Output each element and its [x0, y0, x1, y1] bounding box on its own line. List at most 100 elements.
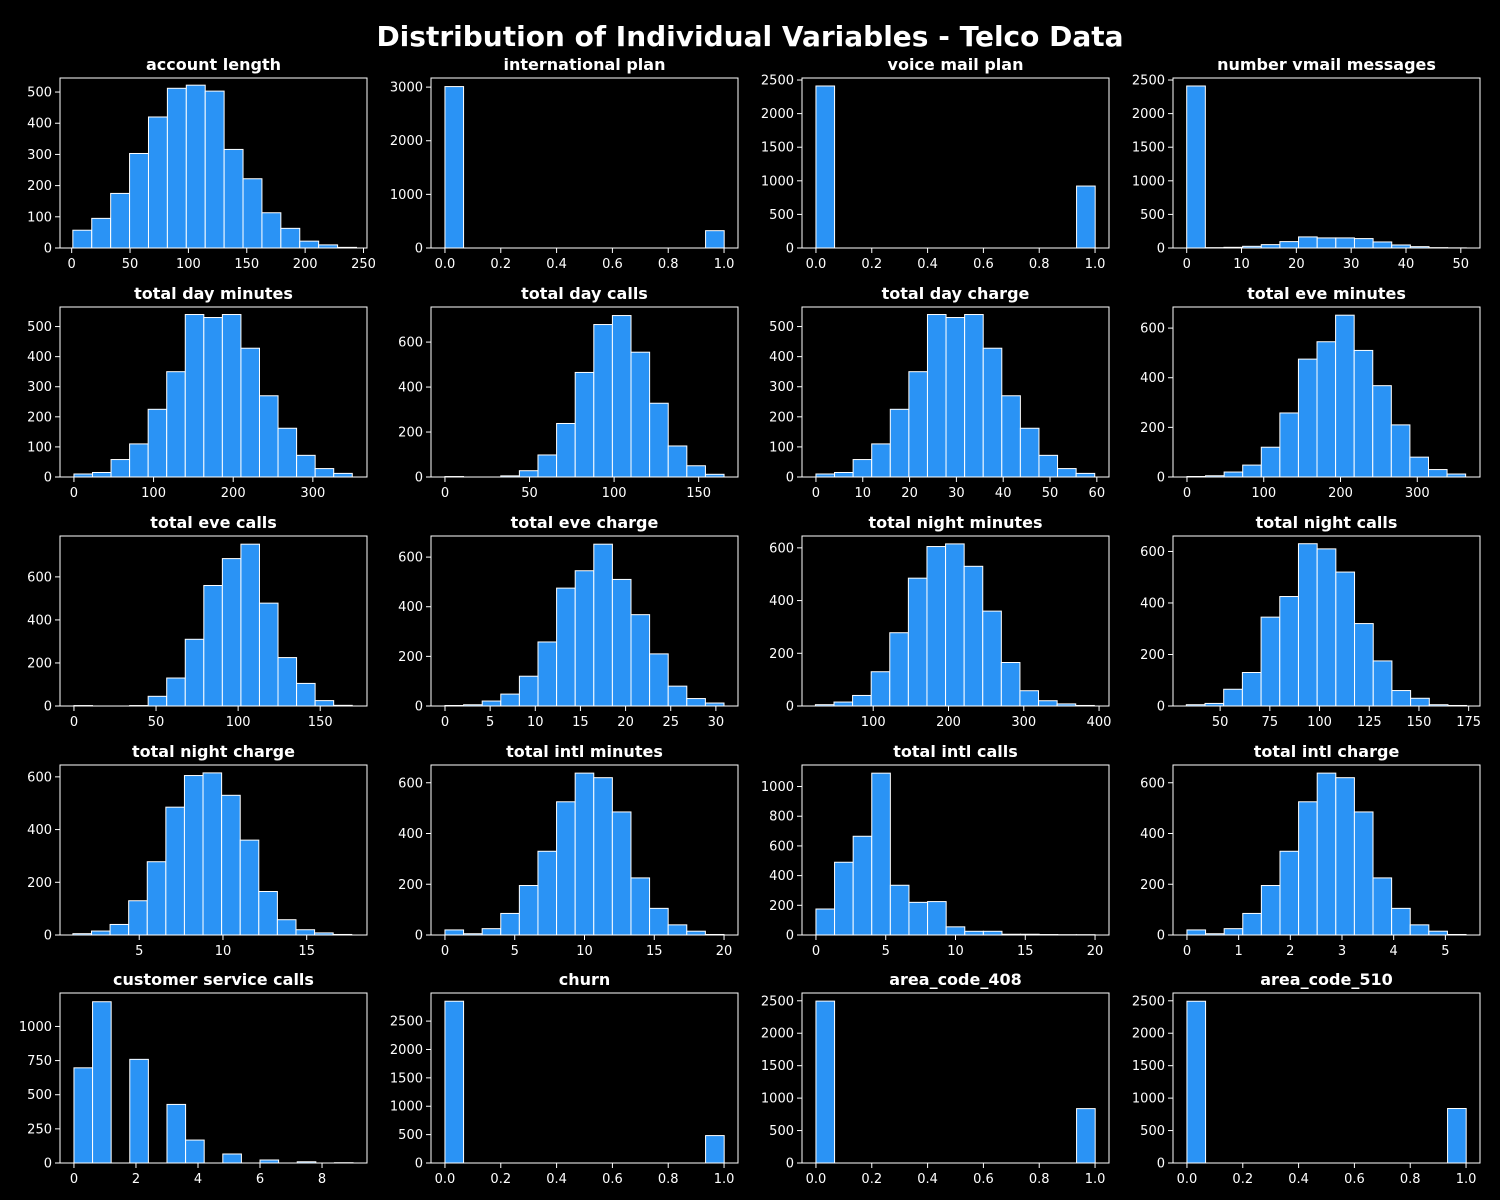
y-tick-label: 200 — [1140, 421, 1165, 436]
histogram-bar — [72, 229, 93, 249]
y-tick-label: 1500 — [761, 1059, 794, 1074]
y-tick-label: 0 — [1157, 929, 1165, 944]
y-tick-label: 2000 — [761, 107, 794, 122]
x-tick-label: 20 — [617, 715, 634, 730]
histogram-panel-4: total day minutes 0 100 200 300 0 100 200 300 400… — [27, 284, 368, 501]
histogram-bar — [204, 90, 225, 249]
x-tick-label: 0 — [70, 1172, 78, 1187]
x-tick-label: 200 — [221, 486, 246, 501]
y-tick-label: 600 — [1140, 322, 1165, 337]
histogram-bar — [927, 901, 947, 936]
axes-frame — [801, 535, 1110, 707]
histogram-bar — [574, 570, 595, 707]
histogram-bar — [833, 701, 854, 707]
y-tick-label: 0 — [415, 242, 423, 257]
histogram-bar — [1447, 1107, 1467, 1164]
y-tick-label: 200 — [1140, 648, 1165, 663]
histogram-bar — [221, 558, 242, 707]
histogram-bar — [1298, 801, 1318, 936]
histogram-bar — [1335, 777, 1355, 936]
histogram-bar — [982, 610, 1002, 707]
y-tick-label: 300 — [27, 148, 52, 163]
y-tick-label: 100 — [27, 440, 52, 455]
histogram-bar — [593, 777, 613, 936]
histogram-bar — [630, 614, 651, 707]
x-tick-label: 300 — [300, 486, 325, 501]
axes-frame — [1172, 77, 1481, 249]
histogram-bar — [649, 653, 669, 707]
histogram-bar — [537, 641, 558, 707]
y-tick-label: 1000 — [1132, 174, 1165, 189]
histogram-bar — [500, 912, 520, 936]
histogram-bar — [242, 178, 263, 249]
histogram-bar — [1335, 237, 1355, 249]
x-tick-label: 40 — [995, 486, 1012, 501]
x-tick-label: 10 — [1233, 257, 1250, 272]
histogram-bar — [129, 1058, 149, 1164]
histogram-bar — [333, 472, 353, 478]
x-tick-label: 1.0 — [714, 1172, 735, 1187]
y-tick-label: 2000 — [1132, 107, 1165, 122]
x-tick-label: 0.6 — [602, 1172, 623, 1187]
axes-frame — [1172, 992, 1481, 1164]
histogram-bar — [110, 459, 131, 478]
y-tick-label: 200 — [27, 876, 52, 891]
histogram-bar — [500, 693, 520, 707]
histogram-bar — [537, 454, 558, 478]
histogram-bar — [1019, 427, 1040, 478]
y-tick-label: 400 — [27, 823, 52, 838]
histogram-bar — [1260, 446, 1281, 478]
x-tick-label: 0.0 — [806, 1172, 827, 1187]
y-tick-label: 400 — [398, 600, 423, 615]
histogram-bar — [593, 543, 613, 707]
histogram-panel-0: account length 0 50 100 150 200 250 0 100 200 300 4… — [27, 55, 376, 272]
histogram-bar — [611, 315, 632, 478]
x-tick-label: 2 — [132, 1172, 140, 1187]
histogram-bar — [295, 929, 316, 936]
histogram-bar — [1000, 662, 1021, 707]
histogram-bar — [1186, 929, 1207, 936]
y-tick-label: 300 — [27, 380, 52, 395]
y-tick-label: 2000 — [761, 1027, 794, 1042]
histogram-bar — [1242, 464, 1262, 478]
histogram-bar — [630, 877, 651, 936]
x-tick-label: 0.6 — [602, 257, 623, 272]
x-tick-label: 50 — [1453, 257, 1470, 272]
histogram-bar — [91, 217, 112, 249]
y-tick-label: 600 — [769, 541, 794, 556]
histogram-bar — [223, 148, 244, 249]
histogram-bar — [481, 928, 502, 936]
y-tick-label: 0 — [1157, 242, 1165, 257]
histogram-panel-6: total day charge 0 10 20 30 40 50 60 0 100 200 300 4… — [769, 284, 1110, 501]
y-tick-label: 0 — [786, 929, 794, 944]
x-tick-label: 0.8 — [658, 1172, 679, 1187]
y-tick-label: 3000 — [390, 81, 423, 96]
axes-frame — [59, 992, 368, 1164]
y-tick-label: 0 — [44, 1157, 52, 1172]
axes-frame — [1172, 764, 1481, 936]
histogram-bar — [1427, 469, 1448, 478]
y-tick-label: 2500 — [761, 994, 794, 1009]
y-tick-label: 500 — [769, 320, 794, 335]
x-tick-label: 0.6 — [1344, 1172, 1365, 1187]
histogram-bar — [1335, 314, 1355, 478]
x-tick-label: 0.0 — [435, 1172, 456, 1187]
x-tick-label: 200 — [293, 257, 318, 272]
histogram-bar — [908, 901, 929, 936]
y-tick-label: 400 — [1140, 371, 1165, 386]
axes-frame — [801, 992, 1110, 1164]
x-tick-label: 0.2 — [490, 257, 511, 272]
histogram-bar — [518, 885, 539, 936]
histogram-bar — [1075, 472, 1096, 478]
x-tick-label: 10 — [527, 715, 544, 730]
histogram-panel-16: customer service calls 0 2 4 6 8 0 250 500 750 100… — [19, 970, 368, 1187]
x-tick-label: 150 — [686, 486, 711, 501]
histogram-bar — [299, 240, 320, 249]
x-tick-label: 5 — [882, 944, 890, 959]
histogram-bar — [556, 801, 576, 936]
histogram-bar — [166, 677, 186, 707]
histogram-bar — [166, 1103, 187, 1164]
